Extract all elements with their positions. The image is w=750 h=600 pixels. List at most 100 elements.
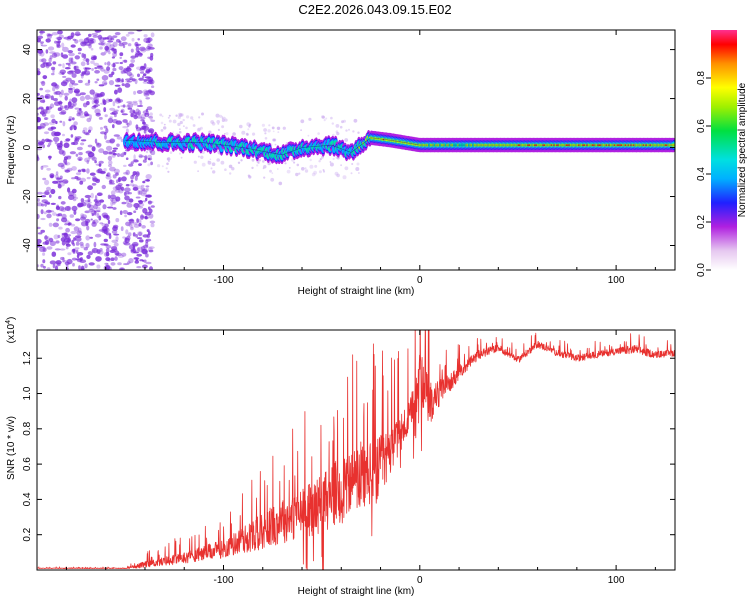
halo-dot (271, 172, 274, 174)
noise-dot (44, 189, 50, 196)
noise-dot (143, 92, 150, 97)
noise-dot (78, 79, 83, 84)
noise-dot (50, 188, 56, 195)
noise-dot (118, 40, 122, 44)
noise-dot (68, 70, 75, 73)
noise-dot (105, 46, 111, 53)
noise-dot (87, 204, 92, 207)
noise-dot (65, 62, 71, 65)
halo-dot (218, 152, 221, 155)
halo-dot (336, 173, 340, 178)
noise-dot (72, 104, 75, 107)
noise-dot (75, 93, 81, 97)
noise-dot (141, 184, 145, 188)
halo-dot (193, 160, 197, 164)
noise-dot (55, 90, 62, 95)
noise-dot (80, 198, 85, 203)
noise-dot (53, 131, 61, 137)
snr-ytick-label: 0.8 (22, 421, 33, 435)
noise-dot (144, 179, 150, 182)
noise-dot (84, 263, 88, 269)
noise-dot (37, 226, 41, 230)
halo-dot (331, 122, 334, 125)
noise-dot (117, 99, 124, 103)
noise-dot (128, 120, 132, 126)
halo-dot (157, 164, 161, 168)
noise-dot (62, 46, 69, 53)
noise-dot (52, 86, 56, 92)
halo-dot (321, 115, 325, 119)
noise-dot (102, 204, 107, 210)
noise-dot (113, 134, 120, 137)
noise-dot (110, 48, 117, 51)
noise-dot (71, 73, 77, 78)
noise-dot (77, 156, 83, 161)
noise-dot (47, 46, 55, 51)
noise-dot (143, 63, 147, 69)
noise-dot (112, 35, 118, 38)
spectrogram-ytick-label: 0 (22, 144, 33, 150)
noise-dot (101, 223, 106, 227)
noise-dot (112, 186, 119, 191)
noise-dot (73, 65, 77, 71)
noise-dot (46, 246, 53, 250)
noise-dot (133, 251, 139, 254)
noise-dot (83, 247, 89, 251)
noise-dot (109, 107, 115, 111)
noise-dot (112, 149, 117, 153)
noise-dot (42, 252, 46, 256)
noise-dot (109, 138, 116, 144)
noise-dot (124, 214, 127, 218)
noise-dot (84, 210, 91, 214)
noise-dot (81, 53, 85, 58)
noise-dot (42, 144, 45, 149)
noise-dot (86, 117, 92, 123)
halo-dot (172, 131, 174, 133)
noise-dot (76, 146, 83, 151)
halo-dot (231, 167, 235, 171)
noise-dot (51, 118, 56, 124)
noise-dot (40, 203, 45, 207)
noise-dot (93, 62, 100, 66)
noise-dot (75, 236, 82, 242)
noise-dot (130, 224, 134, 229)
noise-dot (129, 73, 134, 78)
noise-dot (64, 105, 70, 111)
noise-dot (110, 190, 116, 196)
noise-dot (126, 80, 132, 83)
noise-dot (73, 210, 77, 215)
halo-dot (247, 128, 250, 131)
noise-dot (103, 107, 107, 113)
noise-dot (37, 112, 40, 116)
noise-dot (126, 101, 133, 104)
noise-dot (109, 116, 113, 119)
noise-dot (104, 62, 107, 66)
noise-dot (98, 148, 105, 154)
halo-dot (351, 163, 354, 165)
noise-dot (53, 98, 58, 102)
noise-dot (130, 113, 134, 118)
halo-dot (251, 166, 254, 170)
noise-dot (41, 44, 48, 47)
noise-dot (149, 266, 153, 270)
noise-dot (121, 78, 124, 83)
halo-dot (212, 170, 216, 174)
noise-dot (84, 67, 87, 73)
noise-dot (99, 91, 105, 97)
halo-dot (211, 122, 216, 126)
noise-dot (140, 47, 147, 53)
spectrogram-ytick-label: -40 (22, 238, 33, 253)
noise-dot (122, 104, 126, 108)
noise-dot (55, 120, 58, 125)
halo-dot (300, 129, 302, 132)
spectrogram-ytick-label: 20 (22, 93, 33, 105)
noise-dot (79, 92, 86, 96)
noise-dot (87, 251, 93, 256)
noise-dot (99, 171, 106, 174)
noise-dot (39, 122, 46, 129)
noise-dot (115, 218, 120, 223)
noise-dot (151, 85, 155, 88)
noise-dot (37, 119, 40, 123)
noise-dot (94, 67, 98, 70)
noise-dot (135, 124, 139, 129)
